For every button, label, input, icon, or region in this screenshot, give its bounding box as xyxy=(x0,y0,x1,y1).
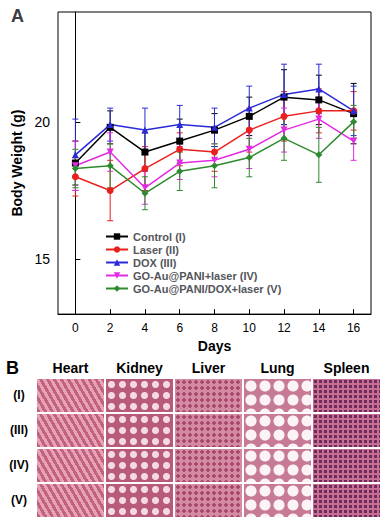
svg-text:2: 2 xyxy=(107,321,114,335)
svg-text:DOX (III): DOX (III) xyxy=(133,257,177,269)
html-text:(IV): (IV) xyxy=(9,457,29,472)
html-text:(I): (I) xyxy=(13,387,25,402)
svg-text:Laser (II): Laser (II) xyxy=(133,244,179,256)
svg-text:A: A xyxy=(11,6,24,26)
svg-text:20: 20 xyxy=(34,114,50,130)
svg-text:16: 16 xyxy=(347,321,361,335)
html-text:Liver: Liver xyxy=(191,360,226,376)
svg-text:Days: Days xyxy=(198,338,232,354)
html-text:B: B xyxy=(6,358,19,378)
html-text:Heart: Heart xyxy=(52,360,89,376)
svg-text:4: 4 xyxy=(142,321,149,335)
html-text:Lung: Lung xyxy=(260,360,295,376)
svg-text:Control (I): Control (I) xyxy=(133,231,186,243)
svg-text:15: 15 xyxy=(34,251,50,267)
svg-text:10: 10 xyxy=(243,321,257,335)
svg-text:Body Weight (g): Body Weight (g) xyxy=(9,110,25,217)
svg-text:6: 6 xyxy=(176,321,183,335)
svg-text:GO-Au@PANI/DOX+laser (V): GO-Au@PANI/DOX+laser (V) xyxy=(133,283,282,295)
html-text:Kidney: Kidney xyxy=(116,360,163,376)
html-text:(V): (V) xyxy=(11,492,27,507)
svg-text:GO-Au@PANI+laser (IV): GO-Au@PANI+laser (IV) xyxy=(133,270,258,282)
svg-text:8: 8 xyxy=(211,321,218,335)
svg-text:12: 12 xyxy=(277,321,291,335)
html-text:Spleen: Spleen xyxy=(323,360,370,376)
svg-text:14: 14 xyxy=(312,321,326,335)
html-text:(III): (III) xyxy=(10,422,28,437)
svg-text:0: 0 xyxy=(72,321,79,335)
